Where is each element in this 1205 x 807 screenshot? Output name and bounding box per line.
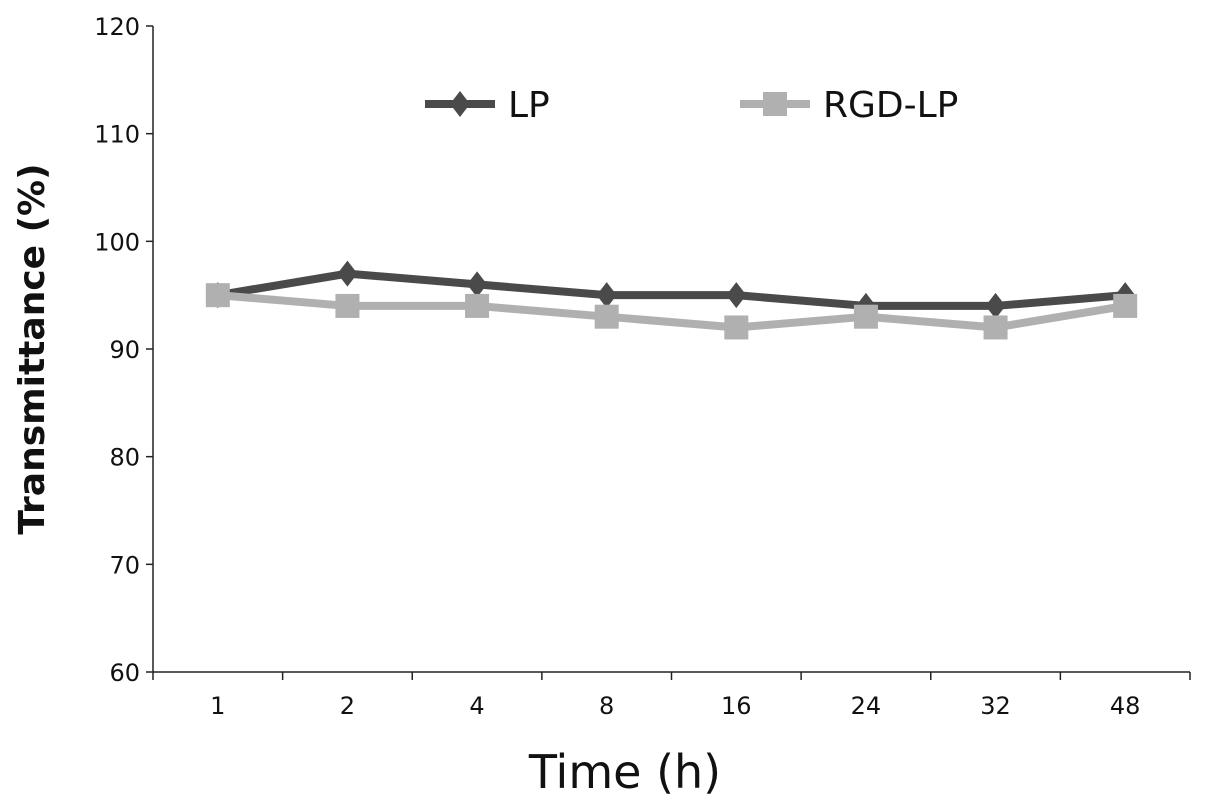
axes xyxy=(152,26,1190,673)
x-tick-label: 16 xyxy=(721,692,752,720)
y-tick-label: 60 xyxy=(109,659,140,687)
y-axis-label: Transmittance (%) xyxy=(12,163,53,534)
legend-label: RGD-LP xyxy=(823,85,958,126)
y-tick-label: 70 xyxy=(109,551,140,579)
y-tick-label: 110 xyxy=(94,121,140,149)
x-tick-label: 8 xyxy=(599,692,614,720)
data-point xyxy=(594,304,619,329)
data-point xyxy=(853,304,878,329)
x-axis-label: Time (h) xyxy=(528,745,721,799)
data-point xyxy=(465,293,490,318)
data-point xyxy=(335,293,360,318)
legend-marker xyxy=(763,92,787,116)
data-point xyxy=(985,292,1006,319)
x-tick-label: 48 xyxy=(1110,692,1141,720)
legend-item-lp: LP xyxy=(425,85,550,126)
x-tick-label: 4 xyxy=(469,692,484,720)
y-tick-label: 80 xyxy=(109,444,140,472)
data-point xyxy=(983,315,1008,340)
legend: LP RGD-LP xyxy=(425,85,958,126)
y-tick-label: 120 xyxy=(94,13,140,41)
series-rgd-lp xyxy=(205,283,1138,340)
legend-label: LP xyxy=(508,85,550,126)
legend-item-rgd-lp: RGD-LP xyxy=(740,85,958,126)
data-point xyxy=(596,282,617,309)
x-tick-label: 24 xyxy=(851,692,882,720)
y-axis-ticks: 60 70 80 90 100 110 120 xyxy=(94,13,153,687)
series-line xyxy=(217,269,1126,310)
data-point xyxy=(205,283,230,308)
data-point xyxy=(724,315,749,340)
x-tick-label: 2 xyxy=(340,692,355,720)
legend-marker xyxy=(450,91,470,117)
series-layer xyxy=(205,260,1138,340)
data-point xyxy=(467,271,488,298)
data-point xyxy=(1113,293,1138,318)
series-line xyxy=(217,291,1126,332)
data-point xyxy=(337,260,358,287)
x-axis-ticks: 1 2 4 8 16 24 32 48 xyxy=(152,672,1191,720)
x-tick-label: 32 xyxy=(980,692,1011,720)
y-tick-label: 90 xyxy=(109,336,140,364)
x-tick-label: 1 xyxy=(210,692,225,720)
y-tick-label: 100 xyxy=(94,228,140,256)
data-point xyxy=(726,282,747,309)
